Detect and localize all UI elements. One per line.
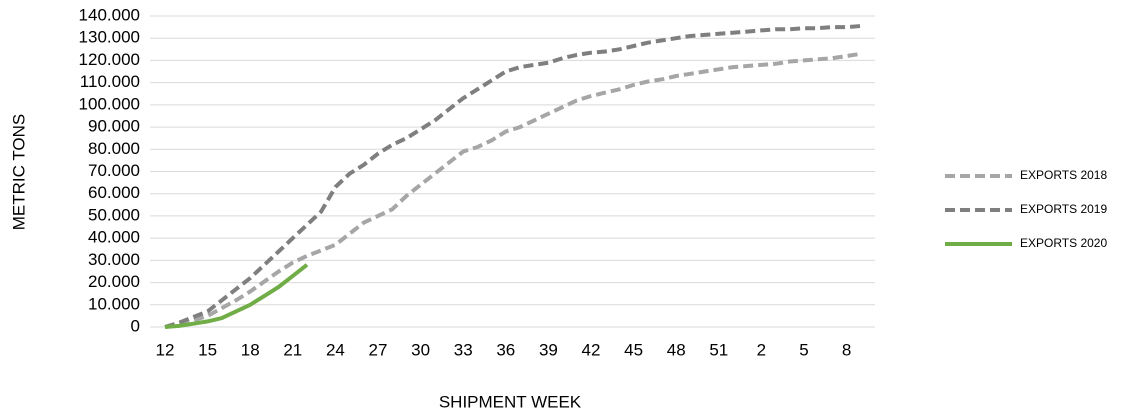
x-tick-label: 21 [283,340,302,359]
y-tick-label: 20.000 [88,272,140,291]
series-line [164,24,861,329]
y-tick-label: 120.000 [79,50,140,69]
legend-label: EXPORTS 2019 [1020,202,1107,216]
y-tick-label: 70.000 [88,161,140,180]
x-tick-label: 36 [496,340,515,359]
series-line [164,51,862,329]
x-tick-label: 5 [799,340,808,359]
x-tick-label: 33 [454,340,473,359]
y-tick-label: 100.000 [79,94,140,113]
y-tick-label: 10.000 [88,294,140,313]
y-tick-label: 140.000 [79,5,140,24]
y-tick-label: 30.000 [88,250,140,269]
y-tick-label: 110.000 [80,72,140,91]
x-tick-label: 15 [198,340,217,359]
x-tick-label: 51 [709,340,728,359]
x-tick-label: 12 [156,340,175,359]
legend-label: EXPORTS 2018 [1020,168,1107,182]
y-tick-label: 0 [131,316,140,335]
series-line [164,263,309,329]
y-tick-label: 90.000 [88,117,140,136]
x-tick-label: 27 [369,340,388,359]
x-tick-label: 30 [411,340,430,359]
x-tick-label: 18 [241,340,260,359]
y-tick-label: 40.000 [88,228,140,247]
legend-label: EXPORTS 2020 [1020,236,1107,250]
y-tick-label: 80.000 [88,139,140,158]
y-tick-label: 50.000 [88,205,140,224]
y-tick-label: 60.000 [88,183,140,202]
x-tick-label: 42 [582,340,601,359]
x-tick-label: 45 [624,340,643,359]
x-tick-label: 8 [842,340,851,359]
x-axis-title: SHIPMENT WEEK [439,392,582,411]
y-tick-label: 130.000 [79,28,140,47]
y-axis-title: METRIC TONS [9,114,28,231]
x-tick-label: 2 [757,340,766,359]
x-tick-label: 48 [667,340,686,359]
x-tick-label: 39 [539,340,558,359]
x-tick-label: 24 [326,340,345,359]
